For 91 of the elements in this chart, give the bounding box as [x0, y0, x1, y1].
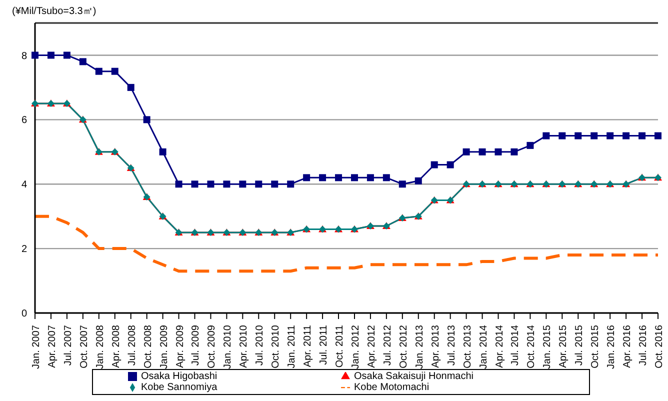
point: [63, 52, 70, 59]
x-tick-label: Apr. 2009: [174, 324, 186, 368]
x-tick-label: Jul. 2007: [62, 324, 74, 366]
x-tick-label: Apr. 2014: [494, 324, 506, 368]
x-tick-label: Jan. 2008: [94, 324, 106, 369]
x-tick-label: Jul. 2008: [126, 324, 138, 366]
point: [398, 180, 406, 188]
point: [143, 116, 150, 124]
x-tick-label: Jan. 2015: [542, 324, 554, 369]
legend-label: Osaka Sakaisuji Honmachi: [354, 371, 474, 382]
point: [574, 132, 582, 140]
point: [622, 132, 630, 140]
point: [558, 132, 566, 140]
point: [207, 180, 214, 188]
x-tick-label: Jan. 2016: [606, 324, 618, 369]
point: [191, 180, 198, 188]
point: [526, 142, 534, 149]
x-tick-label: Oct. 2016: [654, 324, 665, 368]
x-tick-label: Jul. 2014: [510, 324, 522, 366]
x-tick-label: Apr. 2012: [366, 324, 378, 368]
point: [95, 68, 102, 75]
point: [350, 174, 358, 182]
x-tick-label: Jul. 2009: [190, 324, 202, 366]
point: [382, 174, 390, 182]
point: [606, 132, 614, 140]
point: [494, 148, 502, 156]
point: [175, 180, 182, 188]
point: [159, 148, 166, 156]
x-tick-label: Oct. 2010: [270, 324, 282, 368]
x-tick-label: Oct. 2009: [206, 324, 218, 368]
x-tick-label: Jan. 2014: [478, 324, 490, 369]
x-tick-label: Jan. 2013: [414, 324, 426, 369]
point: [223, 180, 230, 188]
legend-label: Osaka Higobashi: [141, 371, 218, 382]
x-tick-label: Apr. 2011: [302, 324, 314, 368]
line-series: [34, 214, 660, 273]
x-tick-label: Jul. 2011: [318, 324, 330, 365]
x-tick-label: Jan. 2010: [222, 324, 234, 369]
x-tick-label: Jan. 2009: [158, 324, 170, 369]
x-tick-label: Jul. 2012: [382, 324, 394, 366]
x-tick-label: Oct. 2015: [590, 324, 602, 368]
x-tick-label: Oct. 2014: [526, 324, 538, 368]
x-tick-label: Apr. 2013: [430, 324, 442, 368]
x-tick-label: Apr. 2015: [558, 324, 570, 368]
x-tick-label: Oct. 2012: [398, 324, 410, 368]
x-tick-label: Jan. 2012: [350, 324, 362, 369]
y-tick-label: 2: [21, 244, 28, 256]
x-tick-label: Jul. 2013: [446, 324, 458, 366]
point: [79, 58, 86, 66]
y-tick-label: 8: [21, 50, 28, 62]
x-tick-label: Jul. 2010: [254, 324, 266, 366]
point: [335, 174, 342, 182]
point: [590, 132, 598, 140]
x-tick-label: Jul. 2016: [638, 324, 650, 366]
point: [462, 148, 470, 156]
point: [303, 174, 310, 182]
x-tick-label: Apr. 2010: [238, 324, 250, 368]
point: [414, 177, 422, 184]
point: [478, 148, 486, 156]
point: [510, 148, 518, 156]
x-tick-label: Oct. 2013: [462, 324, 474, 368]
point: [446, 161, 454, 168]
point: [271, 180, 278, 188]
point: [32, 52, 38, 59]
legend-label: Kobe Sannomiya: [141, 382, 218, 393]
point: [47, 52, 54, 59]
point: [430, 161, 438, 168]
point: [127, 84, 134, 91]
legend-label: Kobe Motomachi: [354, 382, 430, 393]
point: [111, 68, 118, 75]
x-tick-label: Oct. 2007: [78, 324, 90, 368]
y-tick-label: 4: [21, 180, 28, 191]
point: [542, 132, 550, 140]
point: [287, 180, 294, 188]
x-tick-label: Jan. 2007: [31, 324, 42, 369]
point: [255, 180, 262, 188]
x-tick-label: Apr. 2007: [46, 324, 58, 368]
point: [319, 174, 326, 182]
point: [366, 174, 374, 182]
x-tick-label: Oct. 2011: [334, 324, 346, 368]
x-tick-label: Apr. 2008: [110, 324, 122, 368]
y-axis-title: (¥Mil/Tsubo=3.3㎡): [12, 5, 96, 18]
point: [239, 180, 246, 188]
point: [638, 132, 646, 140]
x-tick-label: Oct. 2008: [142, 324, 154, 368]
y-tick-label: 0: [21, 308, 28, 320]
x-tick-label: Jul. 2015: [574, 324, 586, 366]
point: [654, 132, 662, 140]
x-tick-label: Jan. 2011: [286, 324, 298, 368]
x-tick-label: Apr. 2016: [622, 324, 634, 368]
y-tick-label: 6: [21, 115, 28, 126]
